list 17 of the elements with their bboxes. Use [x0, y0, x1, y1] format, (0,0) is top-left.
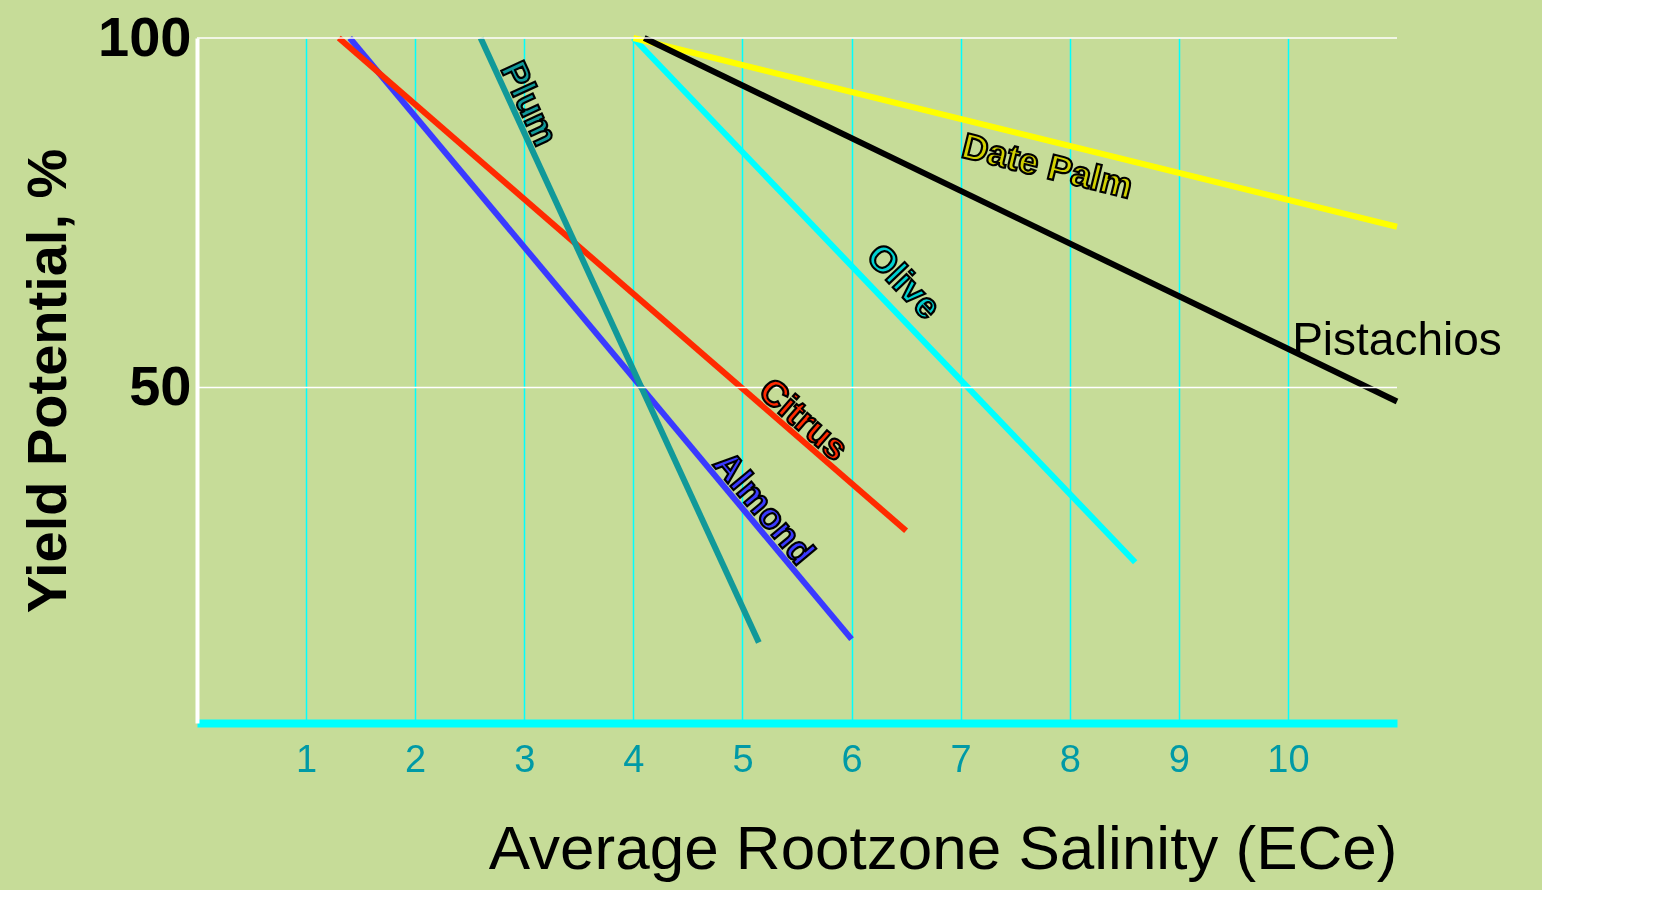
x-tick-label: 3 [514, 737, 536, 780]
x-tick-label: 8 [1059, 737, 1081, 780]
x-tick-label: 10 [1267, 737, 1310, 780]
x-tick-label: 6 [841, 737, 863, 780]
y-tick-label: 50 [129, 353, 192, 417]
series-label: Pistachios [1292, 313, 1502, 366]
x-tick-label: 4 [623, 737, 645, 780]
x-tick-label: 1 [296, 737, 318, 780]
x-tick-label: 2 [405, 737, 427, 780]
text: Date Palm [958, 124, 1137, 207]
x-axis-title: Average Rootzone Salinity (ECe) [488, 812, 1398, 882]
y-axis-title: Yield Potential, % [15, 148, 79, 614]
text: Plum [492, 54, 567, 152]
x-tick-label: 7 [950, 737, 972, 780]
x-tick-label: 5 [732, 737, 754, 780]
y-tick-label: 100 [98, 4, 192, 68]
x-tick-label: 9 [1168, 737, 1190, 780]
